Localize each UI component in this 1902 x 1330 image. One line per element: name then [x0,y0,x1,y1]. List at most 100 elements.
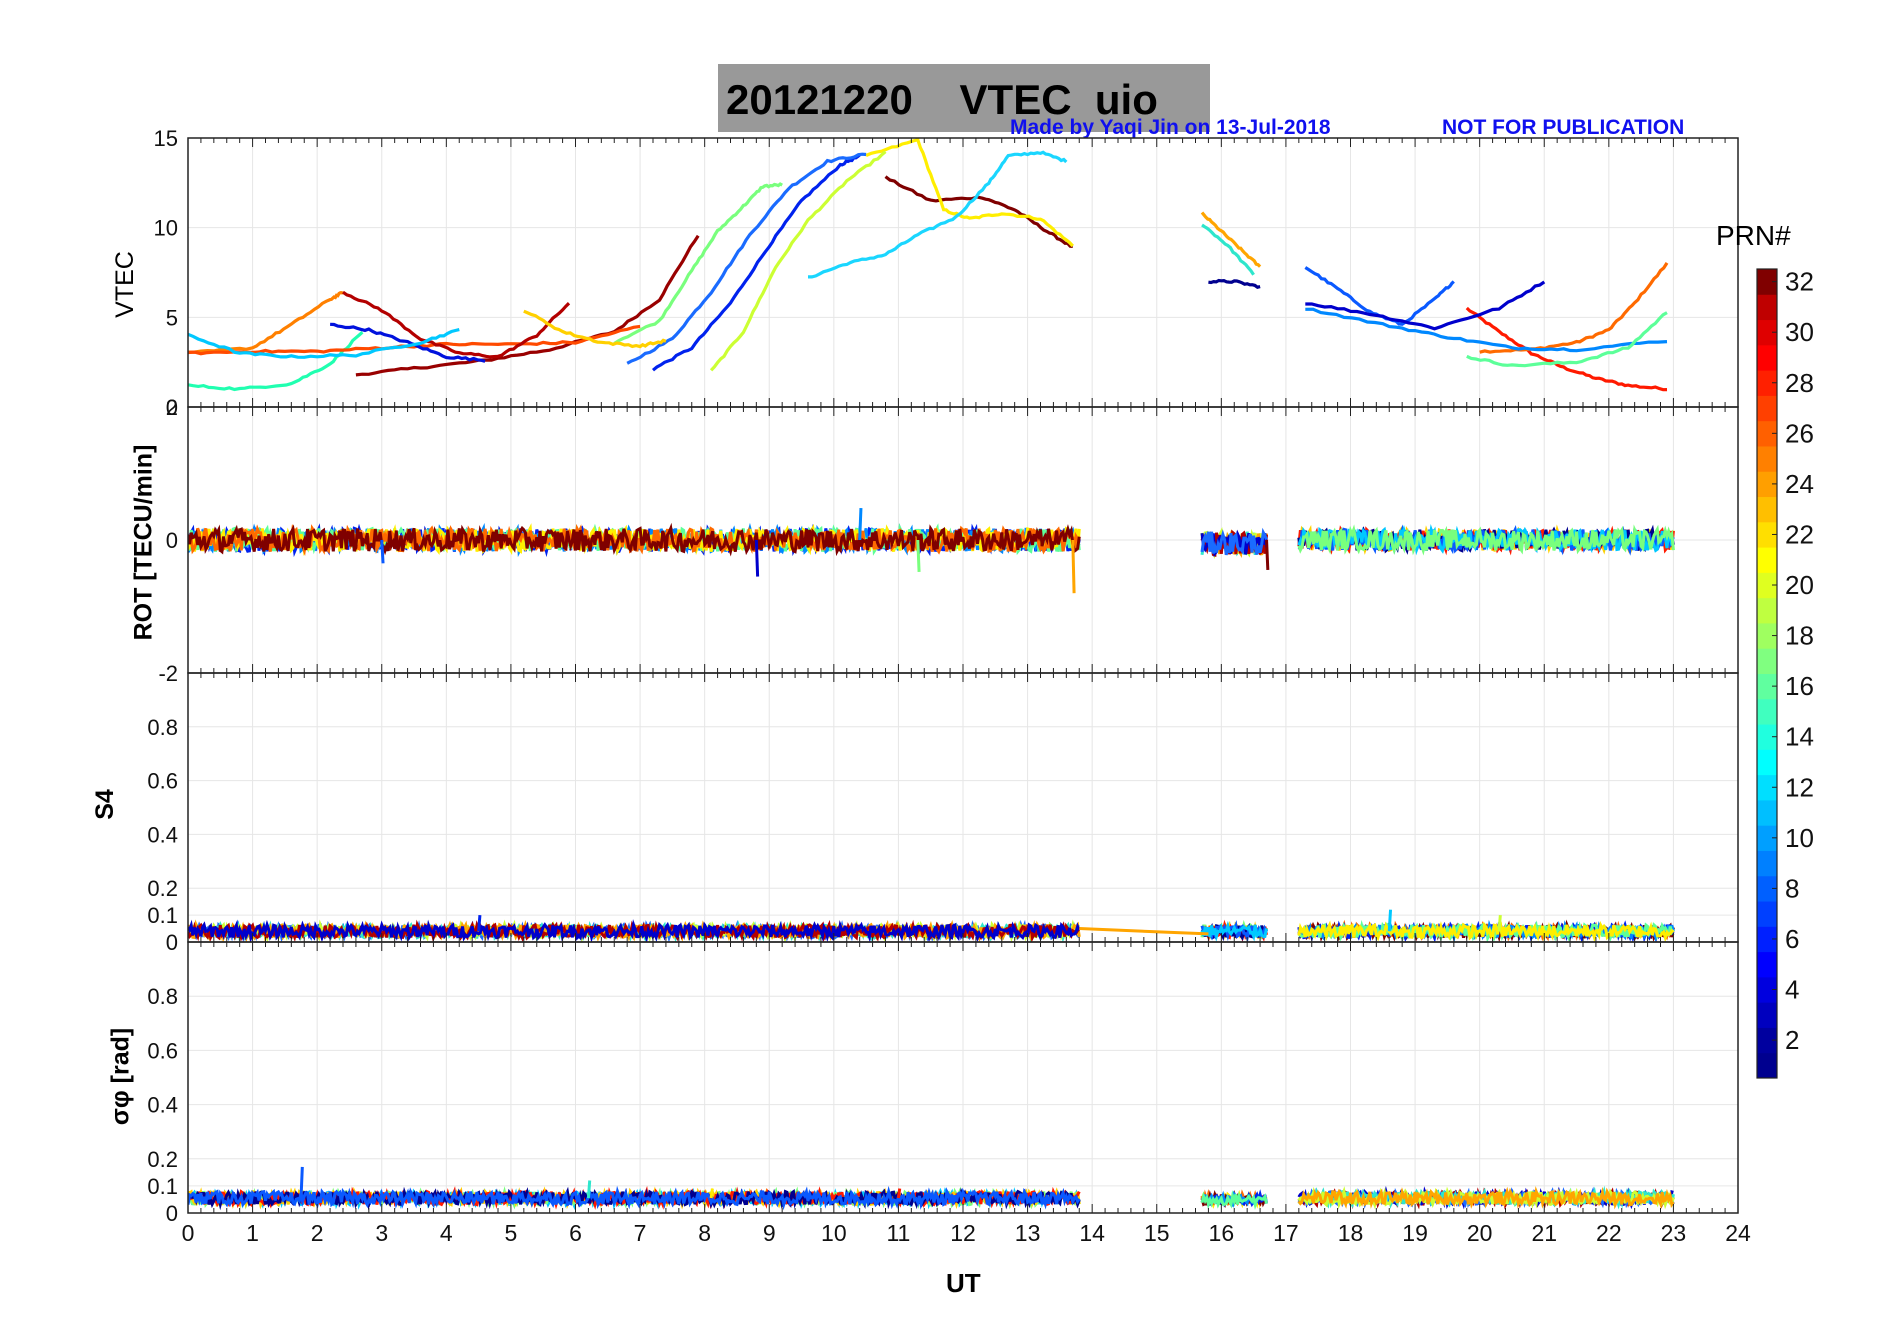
colorbar-cell [1757,344,1777,371]
colorbar-frame [1756,268,1778,1079]
colorbar-cell [1757,825,1777,851]
vtec-series-line [342,290,571,359]
y-tick-label: 0 [166,1201,178,1226]
x-tick-label: 4 [440,1220,453,1246]
colorbar-cell [1757,648,1777,674]
colorbar-tick-label: 12 [1785,772,1814,802]
y-tick-label: 0.1 [147,1174,178,1199]
x-tick-label: 12 [950,1220,976,1246]
x-tick-label: 21 [1531,1220,1557,1246]
y-tick-label: 10 [154,216,178,241]
spike-mark [709,1188,714,1199]
y-tick-label: -2 [158,661,178,686]
colorbar-tick-label: 4 [1785,975,1799,1005]
colorbar-cell [1757,698,1777,725]
colorbar-label: PRN# [1716,220,1791,251]
colorbar-cell [1757,951,1777,978]
x-tick-label: 1 [246,1220,259,1246]
spike-mark [477,914,482,932]
y-tick-label: 0.2 [147,876,178,901]
vtec-series-line [884,175,1073,248]
x-tick-label: 8 [698,1220,711,1246]
colorbar-cell [1757,724,1777,750]
colorbar-cell [1757,1002,1777,1028]
vtec-series-line [355,234,700,377]
colorbar-cell [1757,1027,1777,1054]
colorbar-cell [1757,622,1777,649]
colorbar-cell [1757,597,1777,624]
x-tick-label: 9 [763,1220,776,1246]
x-tick-label: 6 [569,1220,582,1246]
y-tick-label: 0 [166,528,178,553]
vtec-series-line [626,152,867,365]
vtec-series-line [188,330,364,392]
spike-mark [858,508,863,541]
colorbar-tick-label: 22 [1785,519,1814,549]
x-tick-label: 24 [1725,1220,1751,1246]
colorbar-tick-label: 28 [1785,368,1814,398]
x-tick-label: 18 [1338,1220,1364,1246]
colorbar-cell [1757,875,1777,902]
vtec-series-line [1200,211,1262,268]
x-tick-label: 13 [1015,1220,1041,1246]
colorbar-cell [1757,547,1777,573]
noise-trace [188,1185,1081,1211]
y-tick-label: 0.2 [147,1147,178,1172]
noise-trace [1297,524,1675,556]
noise-trace [1200,1190,1268,1210]
x-tick-label: 5 [505,1220,518,1246]
x-tick-label: 16 [1209,1220,1235,1246]
colorbar-tick-label: 18 [1785,621,1814,651]
x-tick-label: 2 [311,1220,324,1246]
x-tick-label: 3 [375,1220,388,1246]
colorbar-tick-label: 10 [1785,823,1814,853]
vtec-series-line [1305,307,1668,353]
credit-notice: NOT FOR PUBLICATION [1442,116,1685,139]
x-axis-label: UT [946,1268,981,1298]
x-tick-label: 17 [1273,1220,1299,1246]
vtec-series-line [865,138,1074,248]
y-tick-label: 0 [166,395,178,420]
vtec-series-line [1465,306,1668,392]
vtec-series-line [709,150,887,372]
x-tick-label: 10 [821,1220,847,1246]
spike-mark [1071,539,1076,594]
vtec-series-line [330,322,486,363]
colorbar-tick-label: 14 [1785,722,1814,752]
y-tick-label: 0.4 [147,822,178,847]
spike-mark [916,539,921,572]
x-tick-label: 20 [1467,1220,1493,1246]
colorbar-cell [1757,749,1777,776]
spike-mark [1265,539,1270,570]
colorbar-tick-label: 26 [1785,418,1814,448]
colorbar-cell [1757,774,1777,801]
spike-mark [299,1166,304,1199]
vtec-series-line [188,328,460,359]
rot-ylabel: ROT [TECU/min] [129,444,158,641]
vtec-ylabel: VTEC [110,251,139,318]
colorbar-cell [1757,572,1777,599]
noise-trace [188,919,1081,942]
spike-mark [1497,914,1502,932]
colorbar-cell [1757,294,1777,321]
spike-mark [754,539,760,577]
colorbar-cell [1757,319,1777,346]
colorbar-cell [1757,496,1777,523]
spike-mark [1387,909,1393,932]
colorbar-cell [1757,926,1777,953]
spike-mark [586,1180,592,1199]
vtec-series-line [1305,280,1546,331]
colorbar-cell [1757,673,1777,700]
x-tick-label: 7 [634,1220,647,1246]
colorbar-cell [1757,1052,1777,1079]
colorbar-tick-label: 6 [1785,924,1799,954]
colorbar-tick-label: 16 [1785,671,1814,701]
x-tick-label: 23 [1661,1220,1687,1246]
spike-mark [380,539,385,564]
noise-trace [188,522,1081,557]
colorbar-tick-label: 30 [1785,317,1814,347]
x-tick-label: 11 [886,1220,910,1246]
spike-mark [896,1188,902,1199]
title-box [718,64,1210,132]
